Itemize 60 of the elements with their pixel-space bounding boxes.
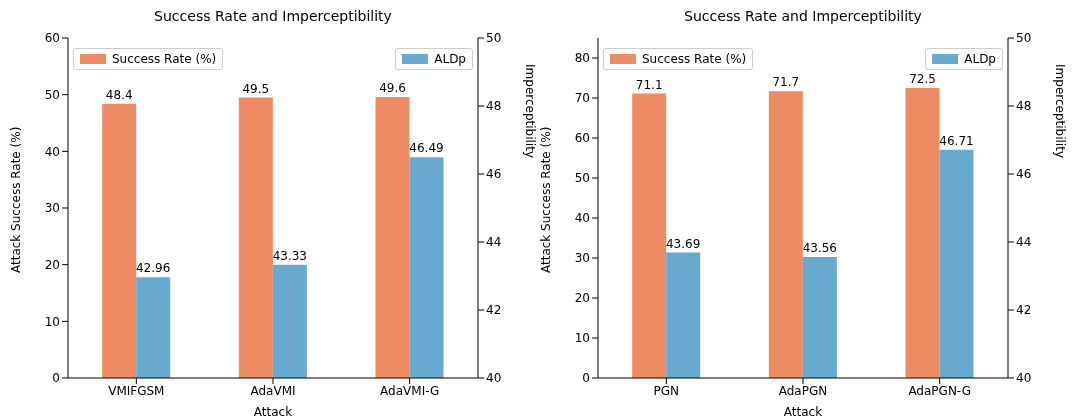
y-tick-label: 20 bbox=[44, 257, 60, 272]
y-tick-label: 10 bbox=[44, 314, 60, 329]
x-tick-label: VMIFGSM bbox=[108, 383, 165, 398]
y2-tick-label: 42 bbox=[486, 303, 502, 318]
x-tick-label: AdaVMI bbox=[250, 383, 296, 398]
y-tick-label: 50 bbox=[44, 87, 60, 102]
y-tick-label: 30 bbox=[44, 201, 60, 216]
y-tick-label: 0 bbox=[52, 371, 60, 386]
legend-label: ALDp bbox=[964, 52, 996, 66]
data-label: 43.69 bbox=[665, 236, 701, 251]
data-label: 46.71 bbox=[939, 133, 974, 148]
y2-tick-label: 42 bbox=[1016, 303, 1032, 318]
data-label: 42.96 bbox=[135, 261, 171, 276]
y-tick-label: 60 bbox=[574, 131, 590, 146]
bar bbox=[238, 97, 273, 378]
data-label: 72.5 bbox=[909, 72, 936, 86]
data-label: 48.4 bbox=[105, 87, 133, 102]
y2-tick-label: 48 bbox=[486, 99, 502, 114]
y2-tick-label: 48 bbox=[1016, 99, 1032, 114]
y2-tick-label: 46 bbox=[486, 167, 502, 182]
data-label: 49.6 bbox=[379, 80, 406, 95]
y-axis-title: Attack Success Rate (%) bbox=[539, 126, 554, 273]
y2-axis-title: Imperceptibility bbox=[522, 64, 537, 158]
bar bbox=[102, 103, 137, 378]
data-label: 71.7 bbox=[772, 75, 800, 90]
y-tick-label: 30 bbox=[574, 251, 590, 266]
y2-tick-label: 40 bbox=[486, 371, 502, 386]
chart-title: Success Rate and Imperceptibility bbox=[153, 8, 393, 24]
y-tick-label: 40 bbox=[44, 144, 60, 159]
y-tick-label: 50 bbox=[574, 171, 590, 186]
y2-tick-label: 44 bbox=[486, 235, 502, 250]
y-tick-label: 0 bbox=[582, 371, 590, 386]
y2-tick-label: 46 bbox=[1016, 167, 1032, 182]
data-label: 43.56 bbox=[802, 240, 838, 255]
y-tick-label: 80 bbox=[574, 51, 590, 66]
y2-axis-title: Imperceptibility bbox=[1052, 64, 1067, 158]
data-label: 71.1 bbox=[635, 77, 663, 92]
y2-tick-label: 44 bbox=[1016, 235, 1032, 250]
y-tick-label: 10 bbox=[574, 331, 590, 346]
data-label: 49.5 bbox=[242, 81, 270, 96]
y-tick-label: 40 bbox=[574, 211, 590, 226]
x-tick-label: AdaPGN-G bbox=[908, 383, 971, 398]
x-axis-title: Attack bbox=[253, 405, 293, 417]
y-tick-label: 60 bbox=[44, 31, 60, 46]
y-tick-label: 70 bbox=[574, 91, 590, 106]
y2-tick-label: 50 bbox=[486, 31, 502, 46]
data-label: 46.49 bbox=[409, 141, 444, 156]
y-axis-title: Attack Success Rate (%) bbox=[9, 126, 24, 273]
legend-label: Success Rate (%) bbox=[642, 52, 747, 66]
legend-label: ALDp bbox=[434, 52, 466, 66]
x-tick-label: PGN bbox=[653, 383, 680, 398]
chart-title: Success Rate and Imperceptibility bbox=[683, 8, 923, 24]
y-tick-label: 20 bbox=[574, 291, 590, 306]
y2-tick-label: 40 bbox=[1016, 371, 1032, 386]
x-tick-label: AdaPGN bbox=[778, 383, 828, 398]
y2-tick-label: 50 bbox=[1016, 31, 1032, 46]
legend-label: Success Rate (%) bbox=[112, 52, 217, 66]
x-axis-title: Attack bbox=[783, 405, 823, 417]
x-tick-label: AdaVMI-G bbox=[380, 383, 440, 398]
data-label: 43.33 bbox=[272, 248, 308, 263]
